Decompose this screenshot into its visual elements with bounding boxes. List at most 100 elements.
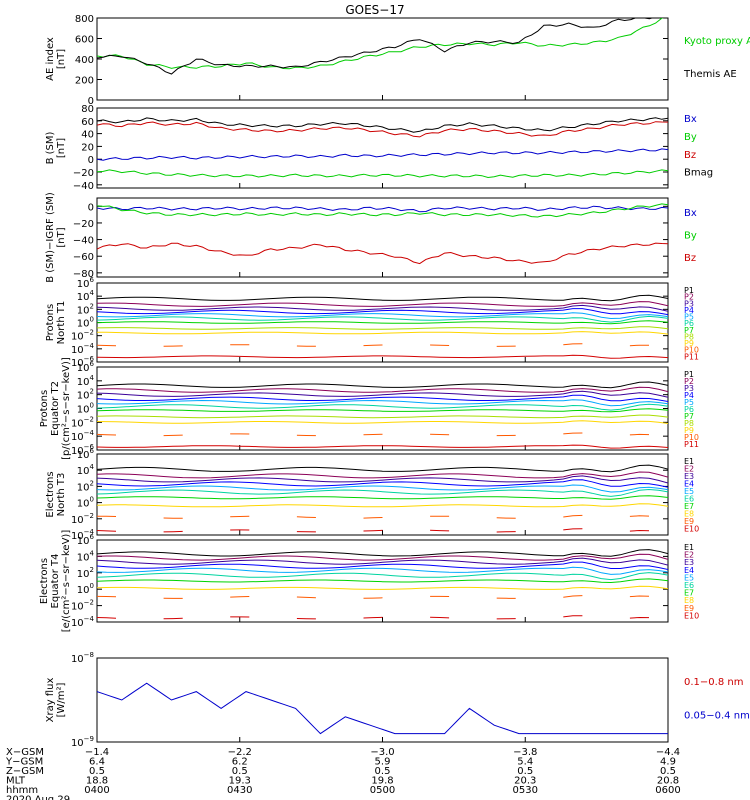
- y-tick-label: 106: [77, 276, 95, 290]
- channel-line: [97, 484, 668, 493]
- legend-entry: Bz: [684, 150, 696, 161]
- y-tick-label: 40: [81, 130, 94, 141]
- channel-line-segment: [163, 617, 183, 620]
- series-group: [97, 203, 668, 265]
- channel-line: [97, 403, 668, 411]
- y-tick-label: 100: [77, 316, 94, 330]
- series-line-themis-ae: [97, 18, 654, 75]
- legend-entry: E2: [684, 465, 694, 474]
- ephemeris-value: 0400: [84, 785, 109, 796]
- y-tick-label: 200: [75, 76, 94, 87]
- y-tick-label: 102: [77, 388, 94, 402]
- y-axis-label: [nT]: [56, 49, 67, 69]
- series-group: [97, 549, 668, 620]
- y-tick-label: 400: [75, 55, 94, 66]
- y-tick-label: 102: [77, 302, 94, 316]
- legend-entry: P7: [684, 412, 694, 421]
- channel-line: [97, 354, 668, 359]
- y-axis-label: Protons: [45, 304, 56, 341]
- panel-p1: Protons North T110610410210010−210−410−6P…: [45, 276, 699, 369]
- legend-entry: P10: [684, 346, 699, 355]
- legend-entry: E4: [684, 480, 694, 489]
- ephemeris-value: 5.9: [375, 757, 391, 768]
- y-tick-label: 800: [75, 14, 94, 25]
- series-group: [97, 294, 668, 359]
- ephemeris-value: −4.4: [656, 747, 680, 758]
- y-tick-label: 106: [77, 360, 95, 374]
- y-tick-label: 100: [77, 582, 94, 596]
- panel-bigrf: B (SM)−IGRF (SM) [nT] 0 −20 −40 −60 −80 Bx By Bz: [45, 192, 697, 283]
- y-tick-label: 10−2: [71, 599, 94, 613]
- legend-entry: P11: [684, 352, 699, 361]
- channel-line: [97, 572, 668, 581]
- legend-entry: P1: [684, 370, 694, 379]
- y-tick-label: 10−2: [71, 329, 94, 343]
- plot-frame: [96, 17, 669, 101]
- channel-line-segment: [230, 596, 250, 598]
- ephemeris-value: −1.4: [85, 747, 109, 758]
- legend-entry: E3: [684, 472, 694, 481]
- y-tick-label: 600: [75, 35, 94, 46]
- ephemeris-value: 18.8: [86, 776, 108, 787]
- ephemeris-value: 0500: [370, 785, 395, 796]
- y-tick-label: 104: [77, 374, 95, 388]
- y-axis-label: AE index: [45, 37, 56, 81]
- ephemeris-value: 0.5: [89, 766, 105, 777]
- channel-line-segment: [563, 343, 583, 346]
- y-axis-label: Electrons: [39, 558, 50, 604]
- channel-line: [97, 394, 668, 402]
- series-line-bz: [97, 121, 668, 138]
- y-tick-label: 104: [77, 549, 95, 563]
- y-axis-label: Protons: [39, 390, 50, 427]
- legend-entry: P2: [684, 377, 694, 386]
- series-line-0-05-0-4-nm: [97, 682, 668, 735]
- panel-p2: Protons Equator T2 [p/(cm²−s−sr−keV)] 10610…: [39, 357, 699, 460]
- y-tick-label: 10−2: [71, 512, 94, 526]
- ephemeris-value: 0430: [227, 785, 252, 796]
- y-axis-label: Xray flux: [45, 678, 56, 723]
- panel-e2: Electrons Equator T4 [e/(cm²−s−sr−keV)] 106…: [39, 530, 699, 633]
- series-group: [97, 464, 668, 533]
- legend-entry: P8: [684, 419, 694, 428]
- channel-line: [97, 399, 668, 407]
- legend-entry: P8: [684, 332, 694, 341]
- ephemeris-value: 0.5: [517, 766, 533, 777]
- y-tick-label: −60: [73, 252, 94, 263]
- channel-line-segment: [430, 344, 450, 346]
- channel-line: [97, 381, 668, 389]
- panel-ae: AE index[nT] 0 200 400 600 800 Kyoto proxy AE T…: [45, 14, 750, 107]
- ephemeris-value: 0.5: [660, 766, 676, 777]
- legend-entry: E5: [684, 487, 694, 496]
- series-group: [97, 381, 668, 449]
- channel-line: [97, 578, 668, 584]
- ephemeris-value: −3.0: [370, 747, 394, 758]
- channel-line: [97, 488, 668, 497]
- channel-line-segment: [97, 433, 117, 436]
- legend-entry: E10: [684, 611, 699, 620]
- channel-line: [97, 553, 668, 561]
- legend-entry: E2: [684, 551, 694, 560]
- ephemeris-value: 20.8: [657, 776, 679, 787]
- legend-entry: 0.05−0.4 nm: [684, 710, 750, 721]
- channel-line: [97, 386, 668, 393]
- channel-line-segment: [563, 432, 583, 435]
- y-tick-label: 104: [77, 463, 95, 477]
- ephemeris-value: 19.8: [371, 776, 393, 787]
- channel-line: [97, 495, 668, 500]
- legend-entry: E4: [684, 566, 694, 575]
- channel-line: [97, 420, 668, 424]
- series-line-kyoto-proxy-ae: [97, 18, 664, 70]
- channel-line: [97, 304, 668, 312]
- channel-line: [97, 315, 668, 323]
- channel-line: [97, 312, 668, 320]
- y-axis-label: B (SM)−IGRF (SM): [45, 192, 56, 283]
- y-axis-label: [p/(cm²−s−sr−keV)]: [61, 357, 72, 460]
- channel-line: [97, 320, 668, 325]
- channel-line: [97, 475, 668, 484]
- legend-entry: P7: [684, 326, 694, 335]
- series-line-by: [97, 169, 668, 179]
- panel-e1: Electrons North T310610410210010−210−4E1E…: [45, 447, 699, 542]
- legend-entry: P4: [684, 306, 694, 315]
- ephemeris-row-label: MLT: [6, 776, 26, 787]
